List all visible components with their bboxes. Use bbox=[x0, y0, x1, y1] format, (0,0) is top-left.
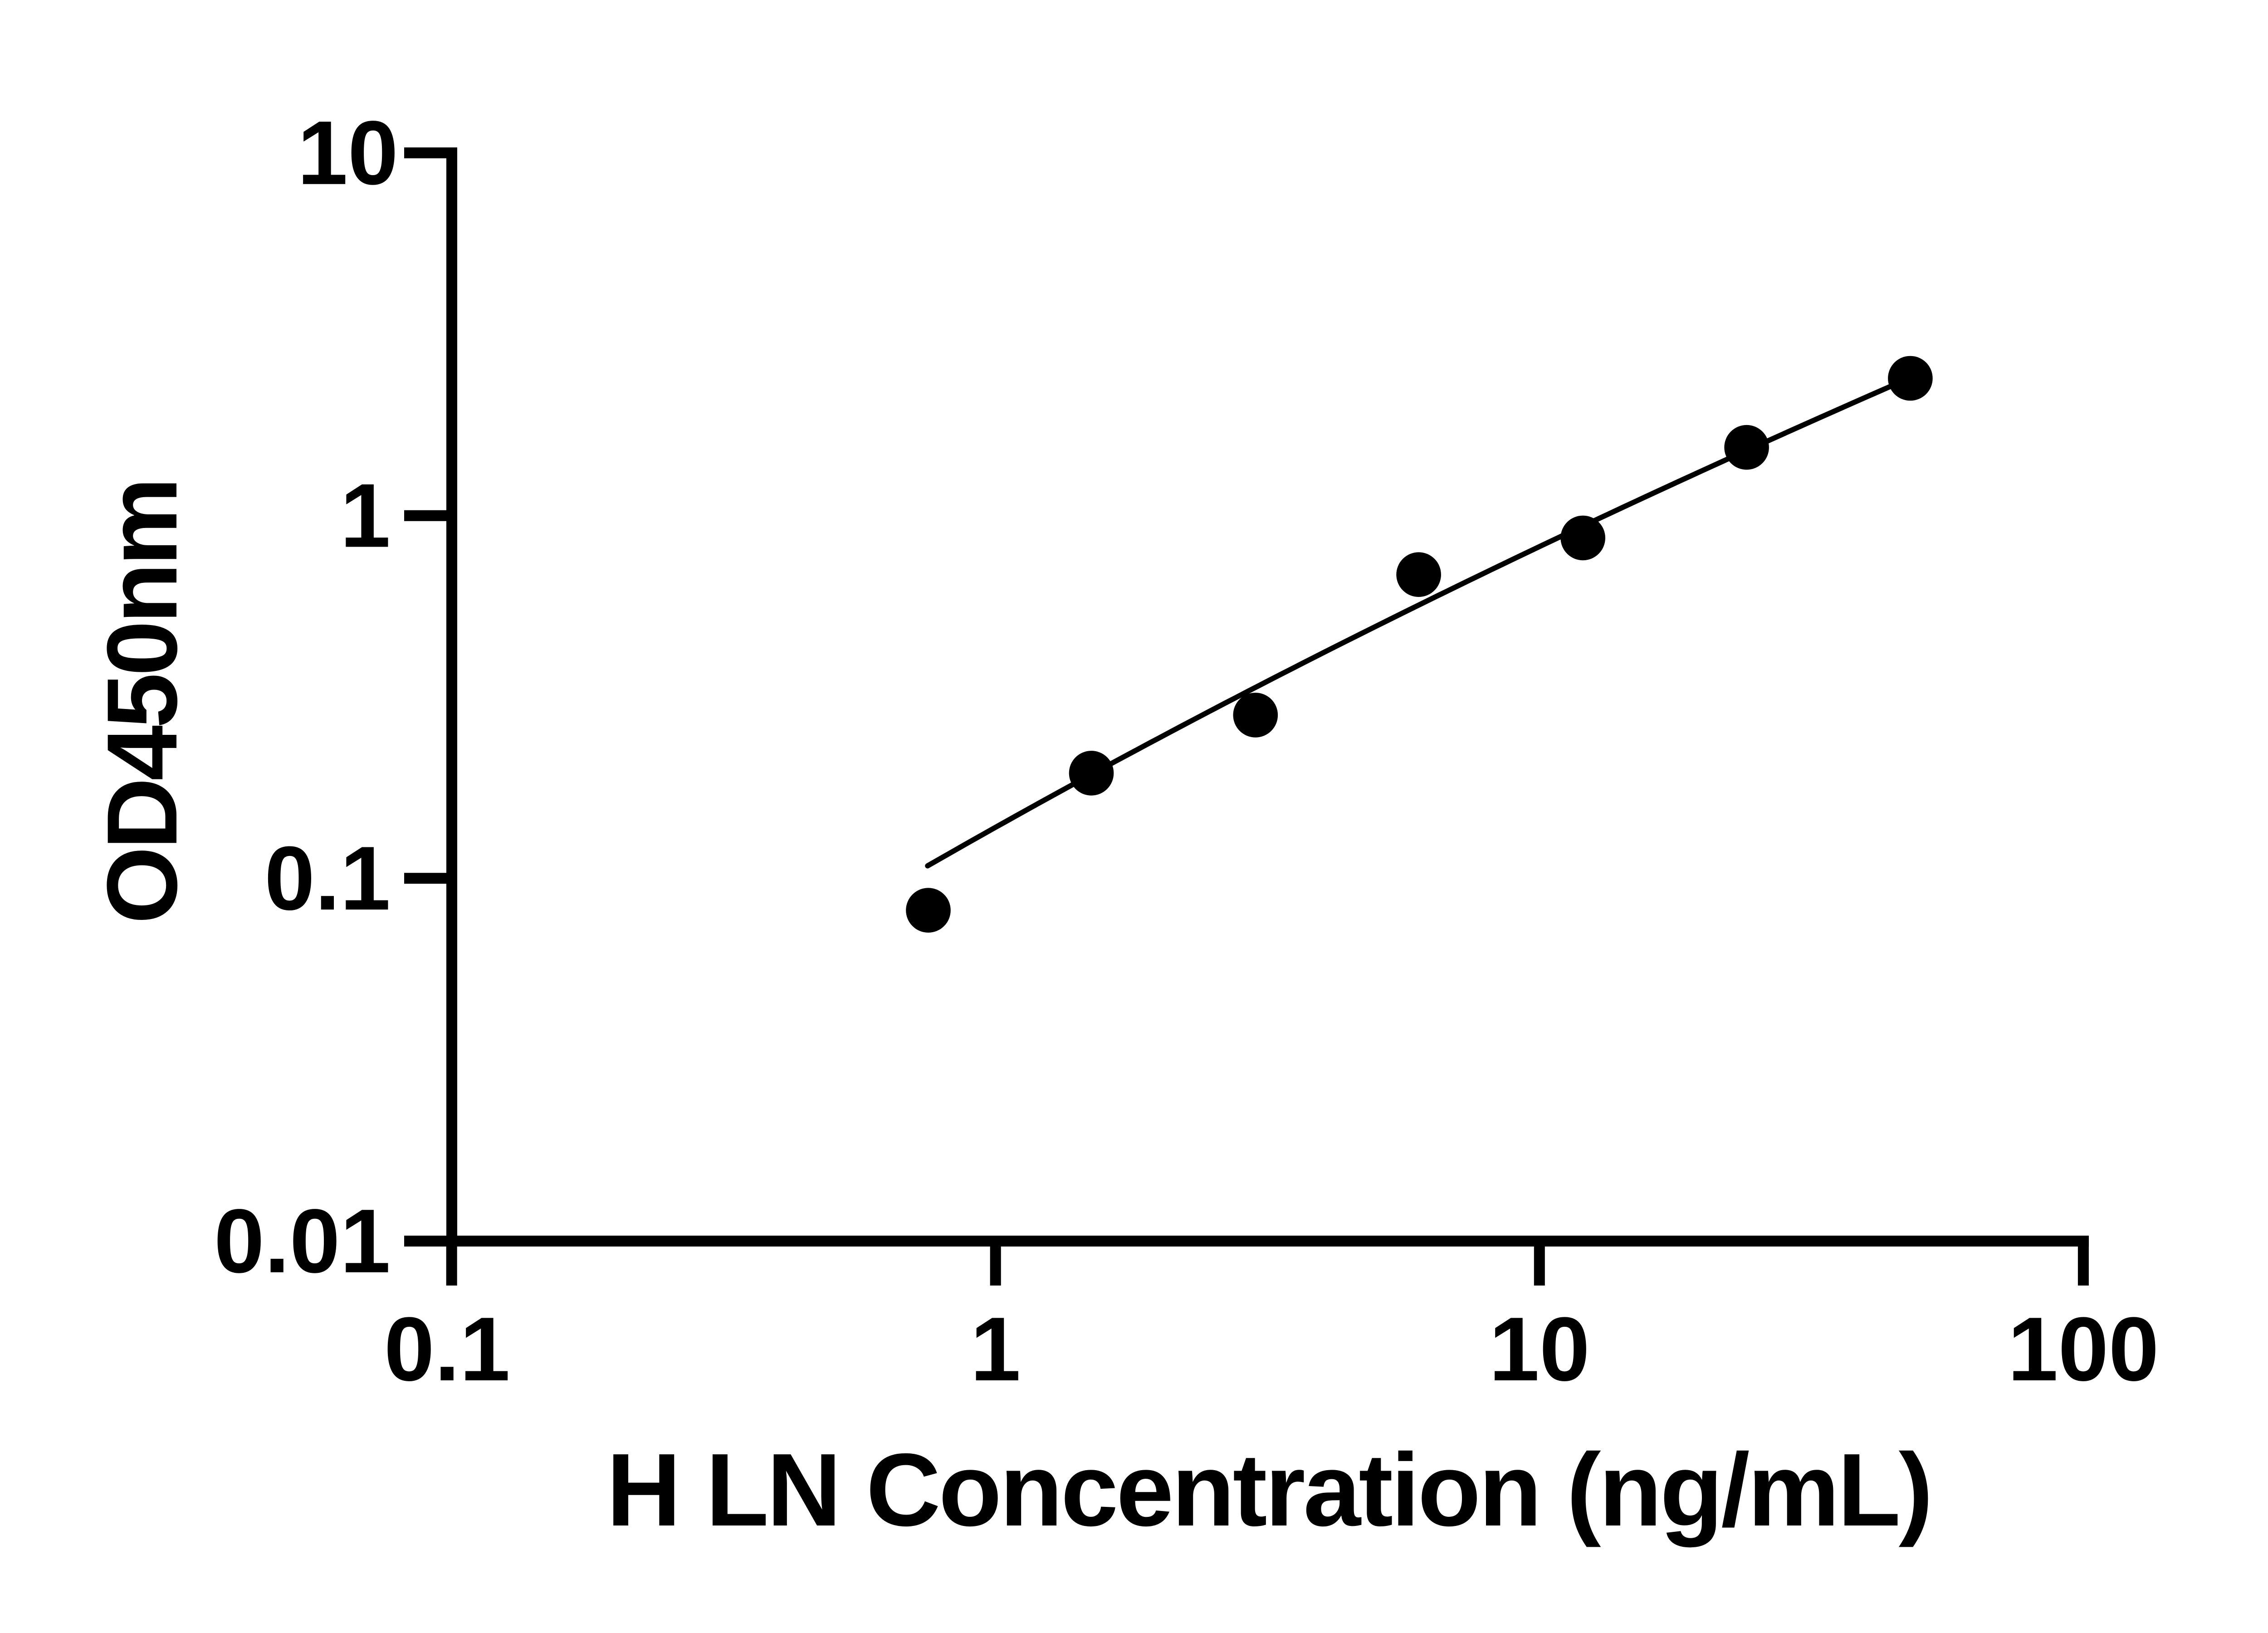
svg-text:0.1: 0.1 bbox=[264, 828, 391, 929]
svg-text:100: 100 bbox=[2008, 1299, 2159, 1400]
svg-text:0.1: 0.1 bbox=[384, 1299, 510, 1400]
svg-text:1: 1 bbox=[970, 1299, 1021, 1400]
svg-text:10: 10 bbox=[298, 103, 398, 204]
svg-text:1: 1 bbox=[340, 465, 391, 567]
svg-text:10: 10 bbox=[1489, 1299, 1590, 1400]
svg-text:H LN Concentration (ng/mL): H LN Concentration (ng/mL) bbox=[606, 1433, 1931, 1548]
svg-text:OD450nm: OD450nm bbox=[86, 480, 198, 924]
svg-text:0.01: 0.01 bbox=[214, 1191, 391, 1292]
